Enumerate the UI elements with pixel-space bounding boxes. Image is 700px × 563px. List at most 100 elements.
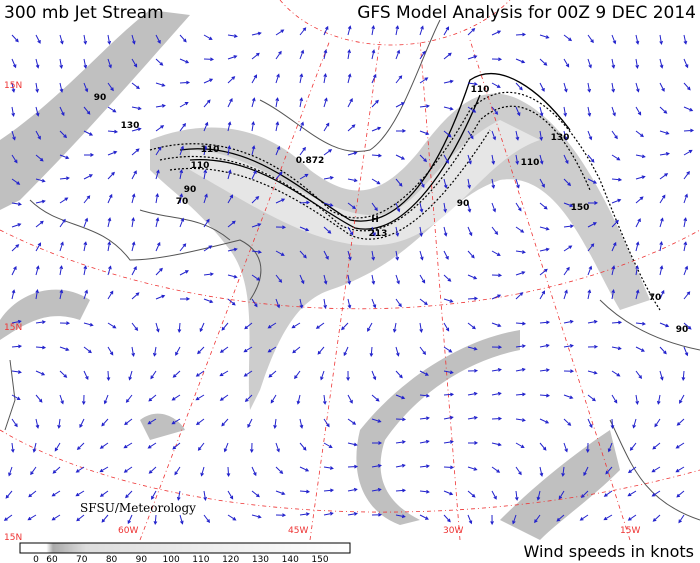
wind-arrow xyxy=(539,466,544,477)
wind-arrow xyxy=(148,394,157,402)
wind-arrow xyxy=(683,322,692,330)
wind-arrow xyxy=(299,274,305,285)
wind-arrow xyxy=(5,490,13,499)
wind-arrow xyxy=(635,106,642,116)
wind-arrow xyxy=(512,514,517,525)
wind-arrow xyxy=(59,370,68,378)
colorbar-tick-label: 70 xyxy=(76,555,88,563)
wind-arrow xyxy=(32,442,37,453)
wind-arrow xyxy=(611,241,617,252)
wind-arrow xyxy=(343,346,349,357)
wind-arrow xyxy=(395,129,407,133)
wind-arrow xyxy=(561,466,565,477)
wind-arrow xyxy=(629,442,637,451)
wind-arrow xyxy=(83,265,88,276)
wind-arrow xyxy=(35,289,39,300)
wind-arrow xyxy=(107,171,115,180)
jet-core xyxy=(190,120,540,246)
wind-arrow xyxy=(563,178,572,187)
wind-arrow xyxy=(131,322,139,332)
wind-arrow xyxy=(587,201,599,205)
wind-arrow xyxy=(419,104,430,109)
wind-arrow xyxy=(227,247,238,252)
wind-arrow xyxy=(635,370,643,380)
wind-arrow xyxy=(515,367,526,372)
wind-arrow xyxy=(395,202,401,213)
wind-arrow xyxy=(323,442,333,449)
wind-arrow xyxy=(467,106,477,113)
wind-arrow xyxy=(347,73,352,84)
wind-arrow xyxy=(131,127,142,132)
wind-arrow xyxy=(174,466,181,476)
wind-arrow xyxy=(683,265,689,276)
wind-arrow xyxy=(587,58,592,69)
wind-arrow xyxy=(199,322,205,333)
wind-arrow xyxy=(203,514,211,524)
wind-arrow xyxy=(515,32,527,37)
wind-arrow xyxy=(124,418,133,426)
wind-arrow xyxy=(539,343,550,348)
wind-arrow xyxy=(251,466,257,477)
wind-arrow xyxy=(467,202,472,213)
wind-arrow xyxy=(223,442,229,453)
wind-arrow xyxy=(83,34,88,45)
wind-arrow xyxy=(611,320,623,325)
wind-arrow xyxy=(346,370,350,382)
wind-arrow xyxy=(203,490,207,501)
wind-arrow xyxy=(491,368,502,372)
wind-arrow xyxy=(83,241,88,252)
wind-arrow xyxy=(659,194,666,204)
wind-arrow xyxy=(195,418,205,426)
wind-arrow xyxy=(347,250,352,261)
wind-arrow xyxy=(371,49,376,60)
wind-arrow xyxy=(563,82,568,93)
wind-arrow xyxy=(675,466,685,473)
wind-arrow xyxy=(299,146,306,156)
wind-arrow xyxy=(219,346,229,353)
wind-arrow xyxy=(515,154,519,165)
wind-arrow xyxy=(515,130,520,141)
wind-arrow xyxy=(443,226,448,237)
wind-arrow xyxy=(419,464,430,469)
wind-arrow xyxy=(107,129,119,134)
wind-arrow xyxy=(99,490,109,497)
wind-arrow xyxy=(683,217,688,228)
wind-arrow xyxy=(395,25,400,36)
wind-arrow xyxy=(203,99,211,108)
wind-arrow xyxy=(270,394,277,404)
wind-arrow xyxy=(443,490,454,496)
contour-label: 130 xyxy=(551,133,570,143)
jet-band xyxy=(500,430,620,540)
wind-arrow xyxy=(251,250,262,254)
wind-arrow xyxy=(83,322,94,327)
wind-arrow xyxy=(443,346,453,353)
wind-arrow xyxy=(515,271,526,276)
wind-arrow xyxy=(299,489,311,494)
wind-arrow xyxy=(419,130,430,136)
wind-arrow xyxy=(147,442,157,449)
wind-arrow xyxy=(155,125,165,132)
wind-arrow xyxy=(515,292,524,300)
wind-arrow xyxy=(635,34,640,45)
wind-arrow xyxy=(419,393,430,398)
wind-arrow xyxy=(371,370,377,381)
wind-arrow xyxy=(443,202,447,213)
wind-arrow xyxy=(99,442,109,449)
wind-arrow xyxy=(59,394,64,405)
wind-arrow xyxy=(587,178,598,184)
wind-arrow xyxy=(539,290,546,300)
wind-arrow xyxy=(347,49,351,60)
wind-arrow xyxy=(59,321,71,326)
wind-arrow xyxy=(539,418,550,424)
wind-arrow xyxy=(275,490,286,495)
jet-band xyxy=(140,413,185,440)
wind-arrow xyxy=(395,226,400,237)
wind-arrow xyxy=(322,394,327,405)
wind-arrow xyxy=(83,289,88,300)
wind-arrow xyxy=(128,370,133,381)
wind-arrow xyxy=(83,130,94,136)
wind-arrow xyxy=(659,217,664,228)
wind-arrow xyxy=(443,106,454,111)
wind-arrow xyxy=(251,52,260,60)
wind-arrow xyxy=(659,106,668,114)
